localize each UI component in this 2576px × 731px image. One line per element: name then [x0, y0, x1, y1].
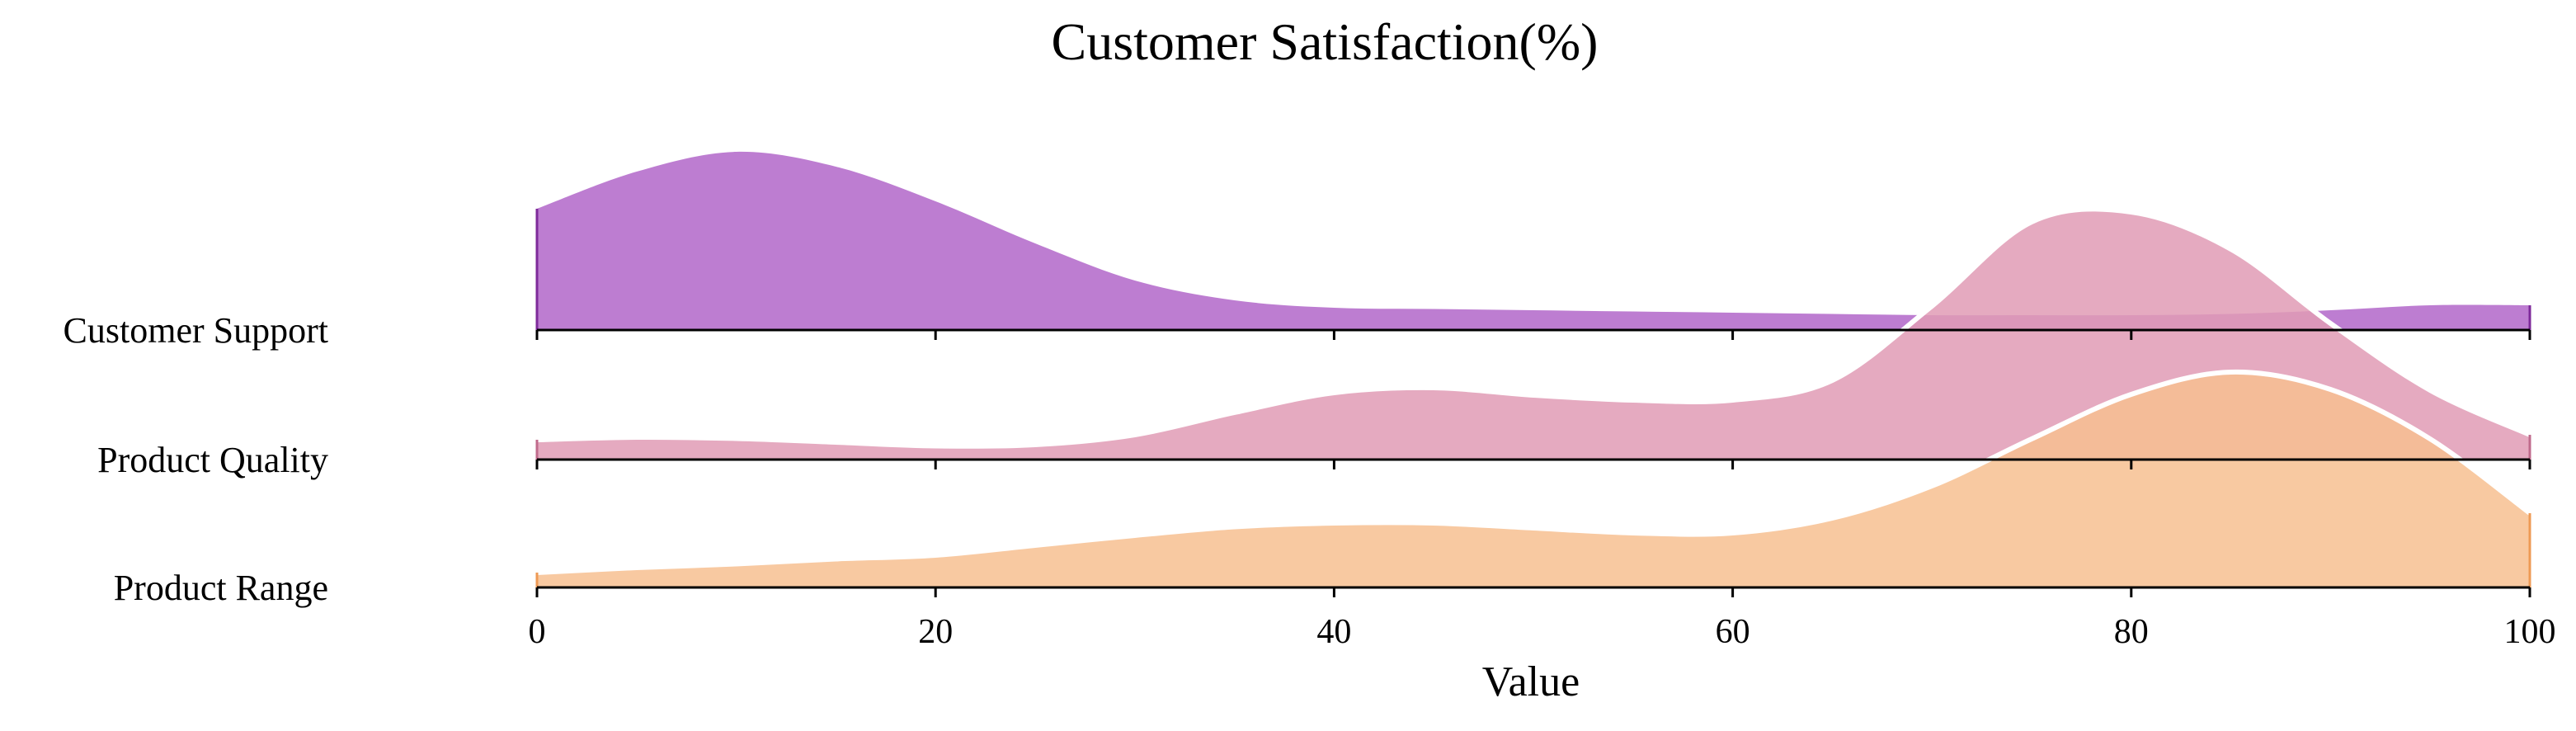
ridges-group [535, 151, 2531, 587]
x-tick-label: 80 [2114, 613, 2149, 651]
ridge-area-product-range [537, 371, 2530, 587]
ridge-area-product-quality [537, 209, 2530, 460]
x-ticks-group: 0 20 40 60 80 100 [529, 613, 2556, 651]
x-tick-label: 100 [2504, 613, 2556, 651]
x-tick-label: 60 [1716, 613, 1750, 651]
ridge-outline-product-quality [536, 206, 2531, 449]
x-axis-label: Value [1482, 658, 1580, 705]
ridge-outline-product-range [536, 369, 2531, 575]
ridge-label: Product Quality [97, 440, 328, 480]
axes-group: Customer Support Product Quality Product R… [64, 310, 2531, 608]
x-tick-label: 0 [529, 613, 546, 651]
chart-title: Customer Satisfaction(%) [1052, 12, 1599, 71]
x-tick-label: 20 [918, 613, 953, 651]
x-tick-label: 40 [1316, 613, 1351, 651]
ridge-area-customer-support [537, 151, 2530, 330]
ridge-label: Customer Support [64, 310, 328, 351]
ridge-label: Product Range [114, 568, 328, 608]
